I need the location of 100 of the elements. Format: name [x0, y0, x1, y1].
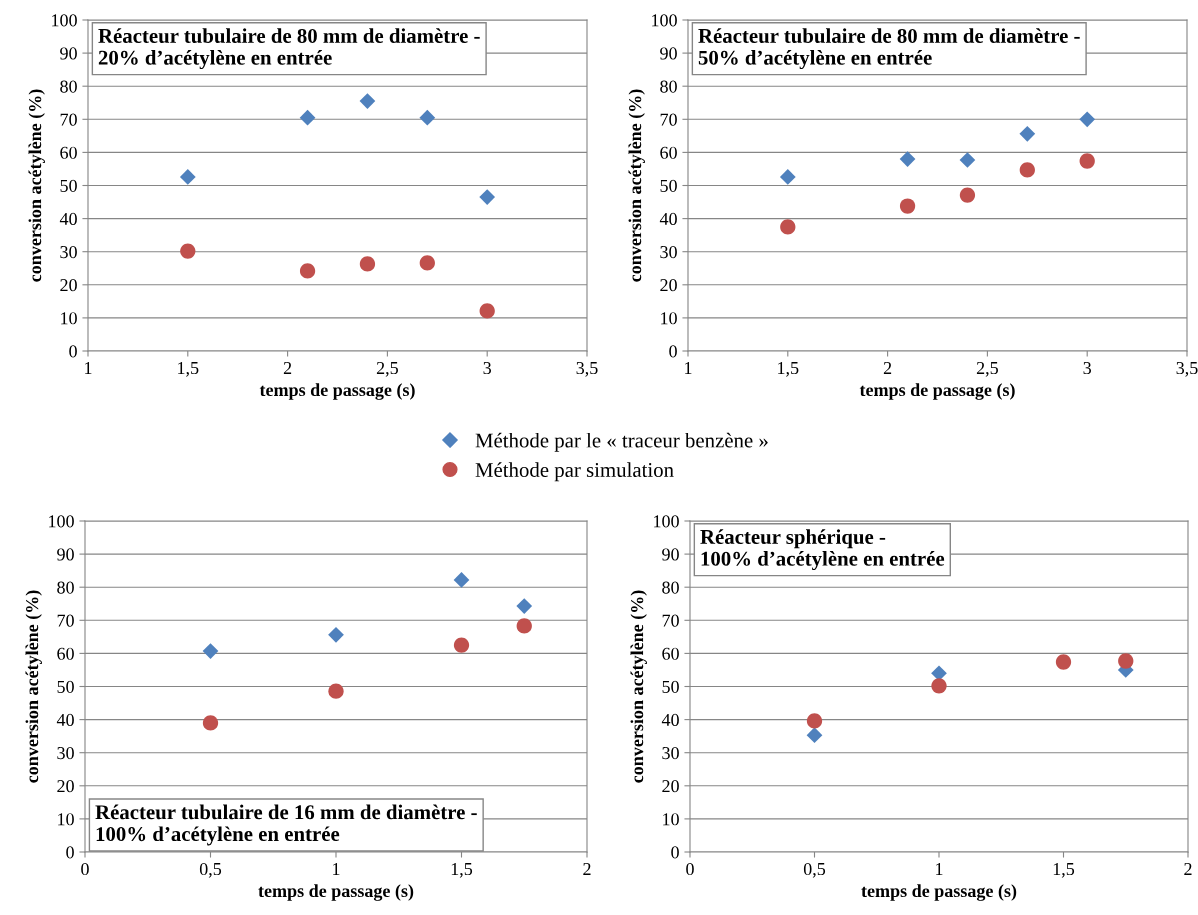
- y-tick-label: 70: [660, 113, 677, 126]
- x-tick-label: 1: [685, 362, 692, 374]
- x-tick-label: 2,5: [976, 361, 998, 377]
- point: [779, 169, 796, 185]
- x-tick-label: 0,5: [199, 862, 222, 878]
- y-tick-label: 100: [654, 515, 679, 528]
- y-tick-label: 20: [662, 780, 679, 793]
- point: [959, 152, 976, 168]
- x-tick-label: 2,5: [376, 361, 398, 377]
- x-axis-title: temps de passage (s): [258, 884, 414, 901]
- legend-label: Méthode par le « traceur benzène »: [475, 432, 768, 452]
- point: [1019, 162, 1035, 178]
- text: Réacteur tubulaire de 80 mm de diamètre - 20% d’acétylène en entrée: [98, 28, 480, 70]
- x-tick-label: 3: [1083, 361, 1092, 375]
- x-tick-label: 1,5: [1053, 863, 1075, 878]
- point: [1019, 126, 1036, 142]
- point: [479, 189, 496, 205]
- y-tick-label: 50: [660, 179, 677, 192]
- y-tick-label: 50: [57, 680, 74, 693]
- point: [516, 618, 532, 634]
- y-tick-label: 100: [652, 14, 677, 27]
- y-tick-label: 30: [662, 746, 679, 760]
- point: [479, 303, 495, 319]
- text: Réacteur tubulaire de 80 mm de diamètre - 50% d’acétylène en entrée: [698, 28, 1080, 70]
- x-tick-label: 2: [283, 361, 292, 374]
- text: Réacteur sphérique - 100% d’acétylène en entrée: [700, 529, 945, 571]
- x-tick-label: 3,5: [1176, 361, 1198, 377]
- y-tick-label: 0: [669, 345, 677, 358]
- y-tick-label: 40: [56, 713, 74, 727]
- y-tick-label: 70: [57, 614, 74, 627]
- point: [899, 198, 916, 214]
- y-tick-label: 90: [660, 47, 677, 60]
- y-tick-label: 50: [60, 179, 77, 192]
- y-tick-label: 60: [57, 647, 74, 660]
- point: [328, 683, 344, 699]
- point: [1079, 111, 1096, 128]
- x-tick-label: 1: [936, 863, 943, 875]
- x-axis-title: temps de passage (s): [259, 383, 415, 400]
- point: [202, 643, 219, 659]
- point: [359, 256, 376, 272]
- y-axis-title: conversion acétylène (%): [28, 89, 45, 282]
- x-tick-label: 2: [583, 862, 591, 875]
- x-tick-label: 1,5: [178, 362, 199, 377]
- point: [180, 243, 196, 259]
- y-tick-label: 90: [662, 548, 679, 561]
- y-tick-label: 10: [663, 813, 679, 826]
- x-tick-label: 2: [883, 361, 892, 374]
- x-tick-label: 3,5: [576, 361, 598, 377]
- y-tick-label: 80: [660, 80, 677, 93]
- x-tick-label: 0: [81, 862, 89, 876]
- point: [1079, 153, 1095, 169]
- y-tick-label: 80: [60, 80, 77, 93]
- point: [1055, 654, 1072, 670]
- y-tick-label: 40: [661, 713, 679, 727]
- y-tick-label: 60: [660, 146, 677, 159]
- y-tick-label: 50: [662, 680, 679, 693]
- y-axis-title: conversion acétylène (%): [25, 590, 42, 783]
- y-tick-label: 30: [60, 245, 77, 259]
- x-tick-label: 1,5: [778, 362, 799, 377]
- y-tick-label: 30: [57, 746, 74, 760]
- y-tick-label: 70: [60, 113, 77, 126]
- x-tick-label: 1: [333, 863, 340, 875]
- y-tick-label: 10: [661, 312, 677, 325]
- y-tick-label: 20: [57, 780, 74, 793]
- y-tick-label: 60: [662, 647, 679, 660]
- y-tick-label: 0: [671, 846, 679, 859]
- point: [419, 255, 435, 271]
- y-tick-label: 70: [662, 614, 679, 627]
- y-tick-label: 100: [52, 14, 77, 27]
- point: [1118, 653, 1134, 669]
- y-tick-label: 20: [60, 279, 77, 292]
- y-tick-label: 80: [57, 581, 74, 594]
- point: [516, 598, 533, 614]
- y-tick-label: 40: [659, 212, 677, 226]
- y-tick-label: 90: [57, 548, 74, 561]
- x-tick-label: 1,5: [451, 863, 473, 878]
- x-axis-title: temps de passage (s): [859, 383, 1015, 400]
- text: Réacteur tubulaire de 16 mm de diamètre - 100% d’acétylène en entrée: [95, 804, 477, 846]
- y-tick-label: 100: [49, 515, 74, 528]
- point: [328, 627, 344, 643]
- x-axis-title: temps de passage (s): [861, 884, 1017, 901]
- point: [419, 109, 436, 126]
- point: [959, 187, 976, 203]
- point: [780, 219, 796, 235]
- y-tick-label: 10: [61, 312, 77, 325]
- x-tick-label: 3: [483, 361, 492, 375]
- y-tick-label: 90: [60, 47, 77, 60]
- y-axis-title: conversion acétylène (%): [628, 89, 645, 282]
- x-tick-label: 0: [686, 862, 694, 876]
- y-tick-label: 30: [660, 245, 677, 259]
- point: [359, 93, 376, 109]
- point: [931, 678, 947, 694]
- point: [899, 151, 916, 167]
- y-tick-label: 10: [58, 813, 74, 826]
- point: [806, 727, 823, 744]
- legend-label: Méthode par simulation: [475, 462, 674, 482]
- point: [299, 263, 316, 279]
- y-tick-label: 80: [662, 581, 679, 594]
- y-tick-label: 60: [60, 146, 77, 159]
- point: [202, 715, 219, 731]
